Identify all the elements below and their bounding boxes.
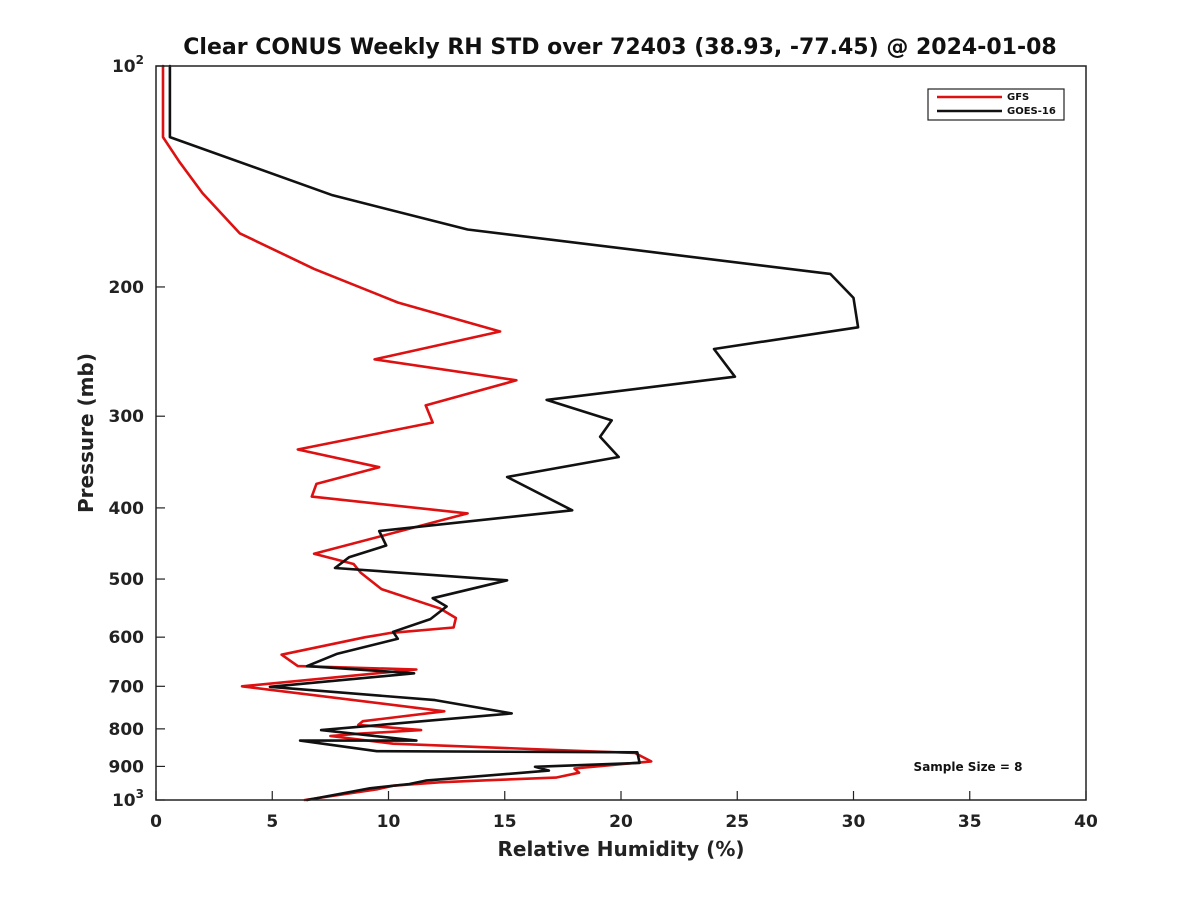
sample-size-annotation: Sample Size = 8 <box>914 760 1023 774</box>
x-axis-label: Relative Humidity (%) <box>497 837 744 861</box>
x-tick-label: 10 <box>377 812 401 832</box>
legend-box <box>927 88 1065 121</box>
series-layer <box>161 64 860 802</box>
series-line-goes16 <box>168 64 860 802</box>
legend-label-gfs: GFS <box>1007 92 1029 103</box>
y-tick-label: 400 <box>109 499 145 519</box>
x-tick-label: 35 <box>958 812 982 832</box>
series-line-gfs <box>161 64 653 802</box>
x-tick-label: 15 <box>493 812 517 832</box>
y-axis-label: Pressure (mb) <box>74 353 98 513</box>
legend-label-goes16: GOES-16 <box>1007 106 1056 117</box>
x-tick-label: 0 <box>150 812 162 832</box>
y-tick-label: 800 <box>109 720 145 740</box>
y-axis: 102 200 300 400 500 600 700 800 900 103 <box>109 53 165 811</box>
y-tick-label: 103 <box>112 787 144 811</box>
chart-title: Clear CONUS Weekly RH STD over 72403 (38… <box>183 35 1056 60</box>
x-tick-label: 25 <box>725 812 749 832</box>
x-tick-label: 5 <box>266 812 278 832</box>
x-tick-label: 40 <box>1074 812 1098 832</box>
y-tick-label: 500 <box>109 570 145 590</box>
y-tick-label: 102 <box>112 53 144 77</box>
y-tick-label: 200 <box>109 278 145 298</box>
y-tick-label: 300 <box>109 407 145 427</box>
y-tick-label: 900 <box>109 757 145 777</box>
y-tick-label: 700 <box>109 677 145 697</box>
x-tick-label: 20 <box>609 812 633 832</box>
legend: GFS GOES-16 <box>927 88 1065 121</box>
y-tick-label: 600 <box>109 628 145 648</box>
x-axis: 0 5 10 15 20 25 30 35 40 <box>150 791 1098 832</box>
x-tick-label: 30 <box>842 812 866 832</box>
